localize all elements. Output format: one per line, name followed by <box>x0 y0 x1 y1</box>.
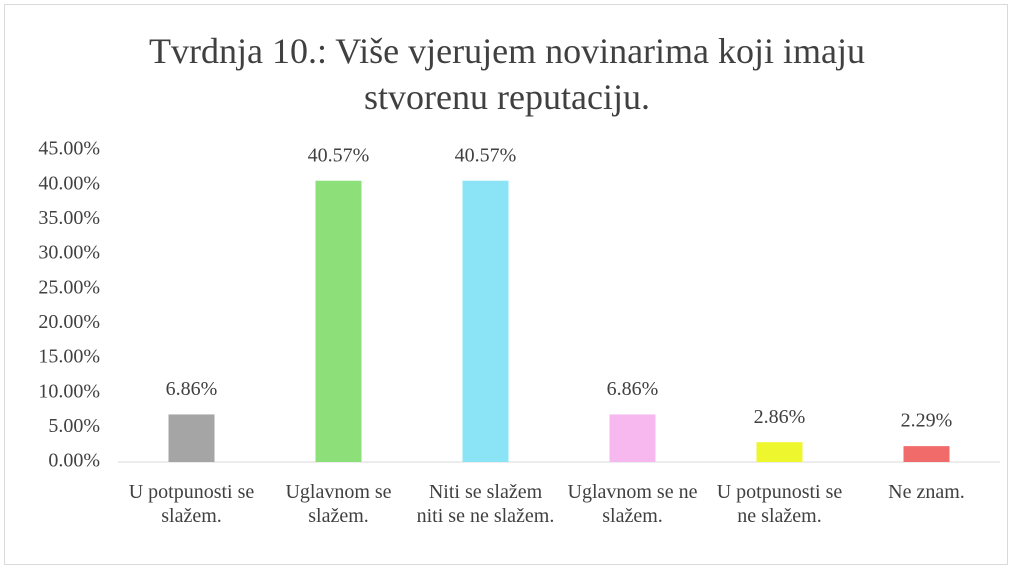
x-tick-label: Uglavnom se slažem. <box>285 481 392 527</box>
data-label: 40.57% <box>455 144 517 166</box>
data-label: 40.57% <box>308 144 370 166</box>
bar <box>609 414 656 462</box>
y-tick-label: 20.00% <box>38 311 100 333</box>
chart-frame <box>4 4 1008 565</box>
y-tick-label: 45.00% <box>38 138 100 160</box>
x-tick-label: U potpunosti se ne slažem. <box>716 481 843 527</box>
x-tick-label: Niti se slažem niti se ne slažem. <box>416 481 555 527</box>
bar <box>315 180 362 462</box>
y-tick-label: 40.00% <box>38 172 100 194</box>
x-tick-label: Uglavnom se ne slažem. <box>567 481 698 527</box>
data-label: 2.86% <box>754 406 806 428</box>
y-tick-label: 10.00% <box>38 380 100 402</box>
x-tick-label: U potpunosti se slažem. <box>128 481 255 527</box>
y-tick-label: 30.00% <box>38 242 100 264</box>
y-tick-label: 35.00% <box>38 207 100 229</box>
y-tick-label: 25.00% <box>38 276 100 298</box>
bar <box>462 180 509 462</box>
data-label: 6.86% <box>166 378 218 400</box>
data-label: 2.29% <box>901 410 953 432</box>
bar <box>756 442 803 462</box>
x-tick-label: Ne znam. <box>888 481 965 503</box>
data-label: 6.86% <box>607 378 659 400</box>
y-tick-label: 15.00% <box>38 346 100 368</box>
bar <box>903 446 950 462</box>
bar <box>168 414 215 462</box>
chart-title: Tvrdnja 10.: Više vjerujem novinarima ko… <box>148 31 866 117</box>
y-tick-label: 5.00% <box>48 415 100 437</box>
y-tick-label: 0.00% <box>48 450 100 472</box>
